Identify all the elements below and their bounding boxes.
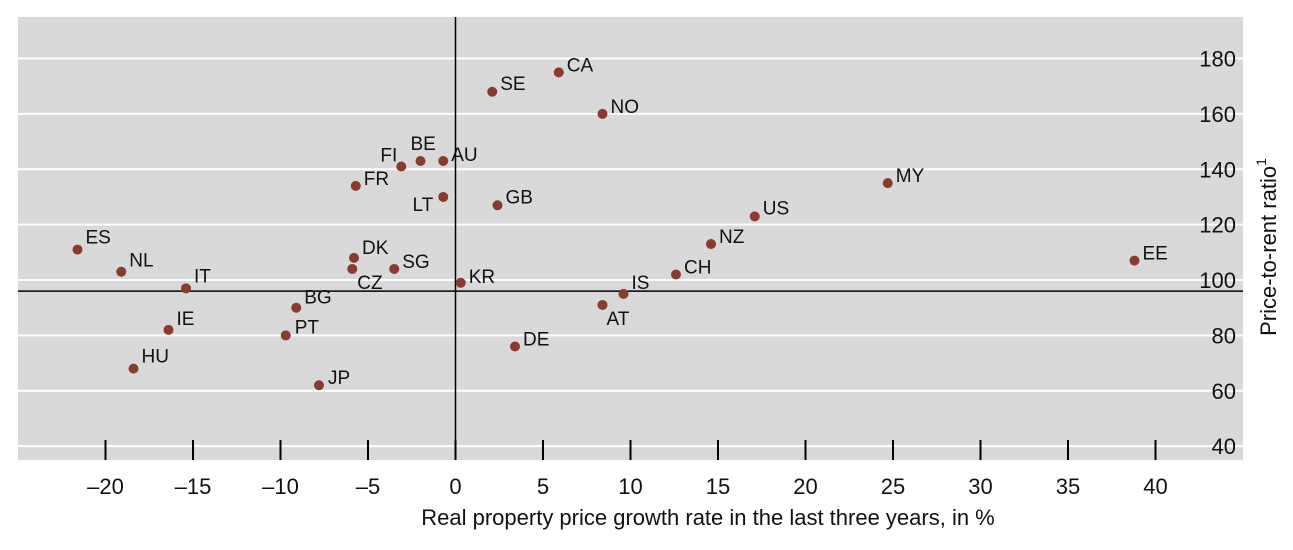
point-bg <box>291 302 302 313</box>
y-tick-label: 160 <box>1199 102 1236 127</box>
point-label-gb: GB <box>506 187 533 208</box>
point-sg <box>389 263 400 274</box>
point-label-it: IT <box>194 266 211 287</box>
point-ee <box>1129 255 1140 266</box>
point-au <box>438 155 449 166</box>
x-tick-label: 10 <box>618 474 642 499</box>
x-tick-label: 20 <box>793 474 817 499</box>
x-tick-label: 40 <box>1143 474 1167 499</box>
point-nl <box>116 266 127 277</box>
y-axis-title: Price-to-rent ratio1 <box>1253 158 1281 336</box>
point-se <box>487 86 498 97</box>
point-label-ee: EE <box>1143 244 1168 265</box>
y-tick-label: 120 <box>1199 213 1236 238</box>
x-axis-title: Real property price growth rate in the l… <box>421 505 995 530</box>
point-label-at: AT <box>607 309 630 330</box>
point-label-de: DE <box>523 329 549 350</box>
point-jp <box>314 380 324 391</box>
x-tick-label: –20 <box>87 474 124 499</box>
point-label-nl: NL <box>129 251 153 272</box>
gridlines <box>18 57 1243 448</box>
y-axis-ticks: 40 60 80 100 120 140 160 180 <box>1199 47 1236 460</box>
point-label-cz: CZ <box>357 273 383 294</box>
point-label-ca: CA <box>567 55 594 76</box>
point-fr <box>350 180 361 191</box>
point-label-be: BE <box>411 134 436 155</box>
point-label-au: AU <box>451 145 477 166</box>
x-tick-label: –5 <box>356 474 380 499</box>
point-gb <box>492 200 503 211</box>
y-tick-label: 80 <box>1212 323 1236 348</box>
reference-lines <box>18 17 1243 460</box>
point-de <box>510 341 520 352</box>
x-tick-label: 30 <box>968 474 992 499</box>
point-label-us: US <box>763 198 789 219</box>
point-label-fi: FI <box>380 146 397 167</box>
x-tick-label: –15 <box>175 474 212 499</box>
point-ie <box>163 324 174 335</box>
y-tick-label: 60 <box>1212 379 1236 404</box>
y-axis-title-footnote: 1 <box>1253 158 1269 166</box>
point-label-se: SE <box>500 74 525 95</box>
x-tick-label: –10 <box>262 474 299 499</box>
point-dk <box>349 252 359 263</box>
point-at <box>597 299 608 310</box>
point-label-is: IS <box>632 273 650 294</box>
plot-background <box>18 17 1243 460</box>
point-label-dk: DK <box>362 238 389 259</box>
point-ch <box>671 269 681 280</box>
point-be <box>415 155 426 166</box>
point-it <box>181 283 191 294</box>
point-us <box>749 211 760 222</box>
point-label-lt: LT <box>412 195 433 216</box>
point-nz <box>706 239 716 250</box>
point-no <box>597 108 608 119</box>
point-ca <box>553 67 564 78</box>
y-tick-label: 100 <box>1199 268 1236 293</box>
x-tick-label: 25 <box>881 474 905 499</box>
point-label-bg: BG <box>304 288 331 309</box>
x-tick-label: 5 <box>537 474 549 499</box>
point-label-ch: CH <box>684 257 711 278</box>
point-label-no: NO <box>611 97 640 118</box>
point-label-kr: KR <box>469 267 495 288</box>
point-label-my: MY <box>896 166 925 187</box>
point-label-pt: PT <box>295 317 320 338</box>
point-kr <box>455 277 466 288</box>
y-tick-label: 140 <box>1199 157 1236 182</box>
point-label-hu: HU <box>142 347 169 368</box>
point-es <box>72 244 83 255</box>
x-tick-label: 0 <box>449 474 461 499</box>
y-axis-title-text: Price-to-rent ratio <box>1256 166 1281 336</box>
point-lt <box>438 191 449 202</box>
point-label-fr: FR <box>364 169 389 190</box>
point-label-ie: IE <box>177 309 195 330</box>
y-tick-label: 40 <box>1212 434 1236 459</box>
point-my <box>882 178 893 189</box>
point-label-es: ES <box>86 228 111 249</box>
point-label-sg: SG <box>402 252 429 273</box>
point-fi <box>396 161 407 172</box>
point-label-nz: NZ <box>719 227 745 248</box>
x-tick-label: 15 <box>706 474 730 499</box>
point-pt <box>280 330 291 341</box>
x-tick-label: 35 <box>1056 474 1080 499</box>
y-tick-label: 180 <box>1199 47 1236 72</box>
point-label-jp: JP <box>328 368 350 389</box>
x-axis-ticks: –20 –15 –10 –5 0 5 10 15 20 25 30 35 40 <box>87 440 1168 499</box>
point-hu <box>128 363 139 374</box>
point-is <box>618 288 629 299</box>
point-cz <box>347 263 358 274</box>
